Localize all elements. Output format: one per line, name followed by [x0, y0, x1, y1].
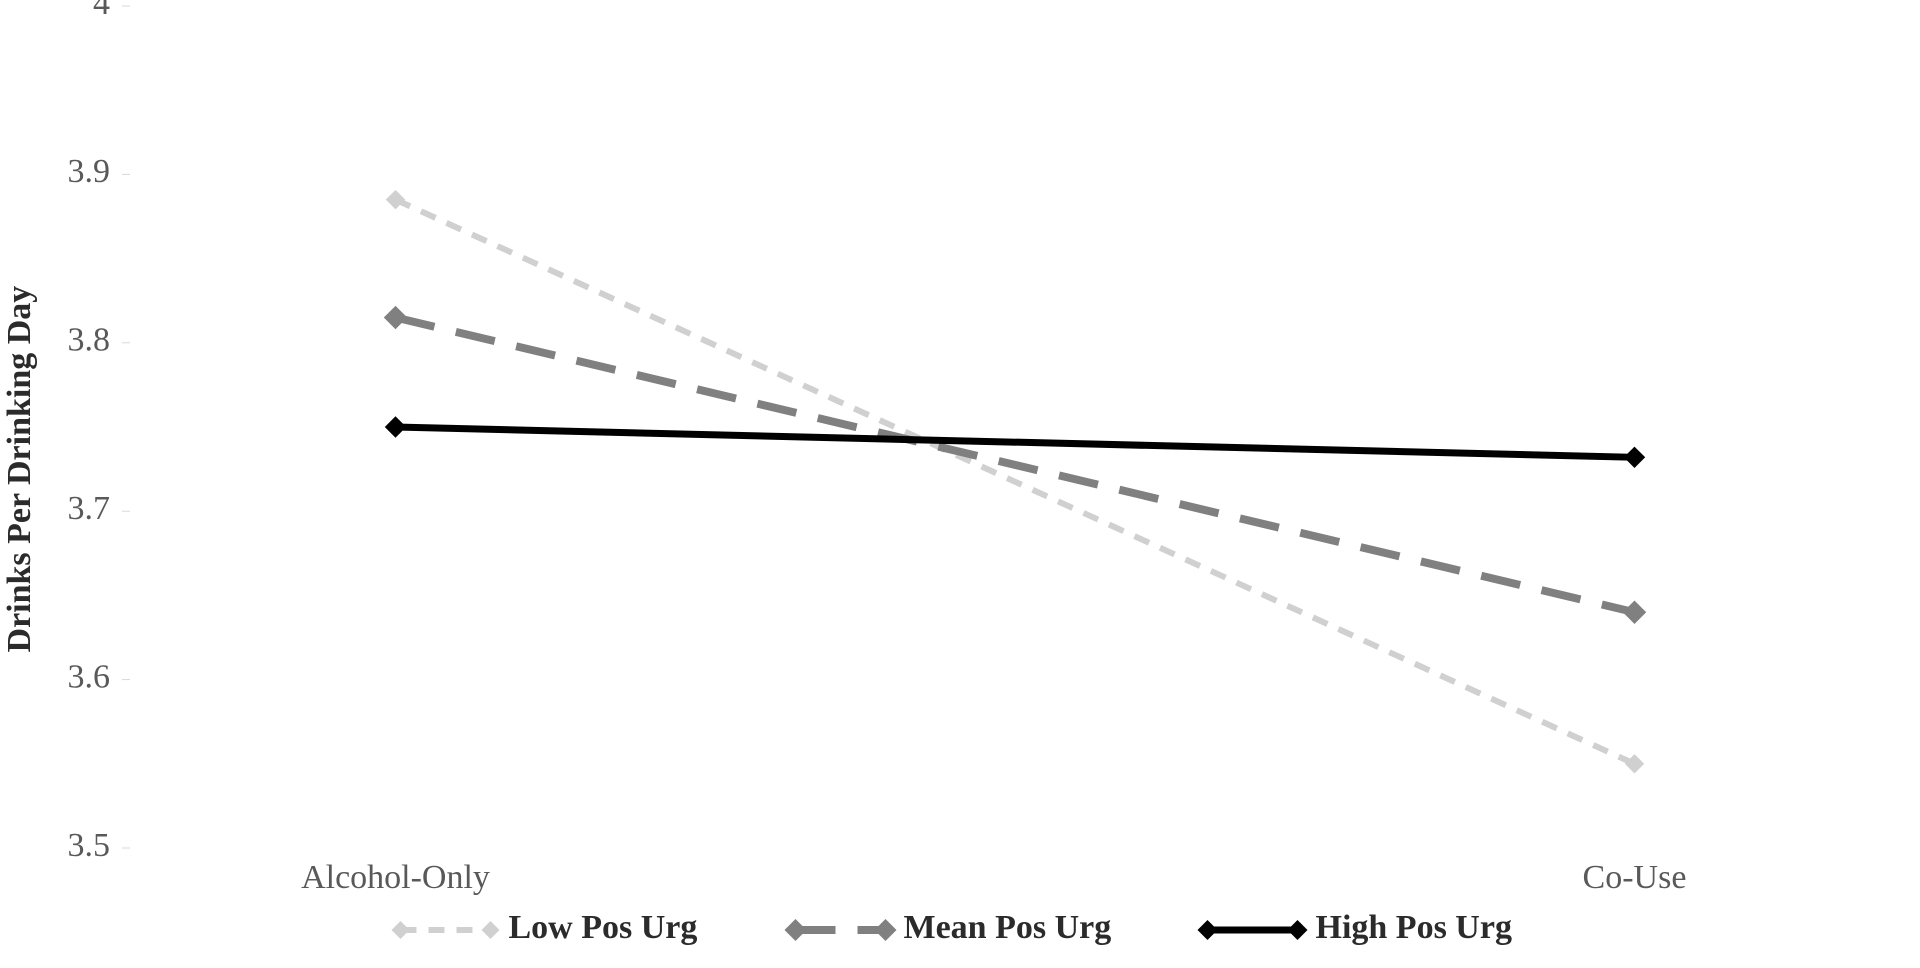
y-tick-label: 3.5 [68, 827, 111, 864]
x-tick-label: Alcohol-Only [301, 859, 490, 896]
y-tick-label: 3.9 [68, 153, 111, 190]
chart-svg: 3.5 3.6 3.7 3.8 3.9 4 Drinks Per Drinking Day A… [0, 0, 1920, 968]
x-tick-label: Co-Use [1583, 859, 1687, 896]
y-tick-label: 3.7 [68, 490, 111, 527]
y-tick-label: 3.6 [68, 658, 111, 695]
y-tick-label: 4 [93, 0, 110, 22]
legend-label: Low Pos Urg [509, 909, 698, 946]
y-tick-label: 3.8 [68, 322, 111, 359]
legend-label: Mean Pos Urg [904, 909, 1112, 946]
legend-label: High Pos Urg [1316, 909, 1512, 946]
line-chart: 3.5 3.6 3.7 3.8 3.9 4 Drinks Per Drinking Day A… [0, 0, 1920, 968]
y-axis-label: Drinks Per Drinking Day [1, 286, 38, 653]
